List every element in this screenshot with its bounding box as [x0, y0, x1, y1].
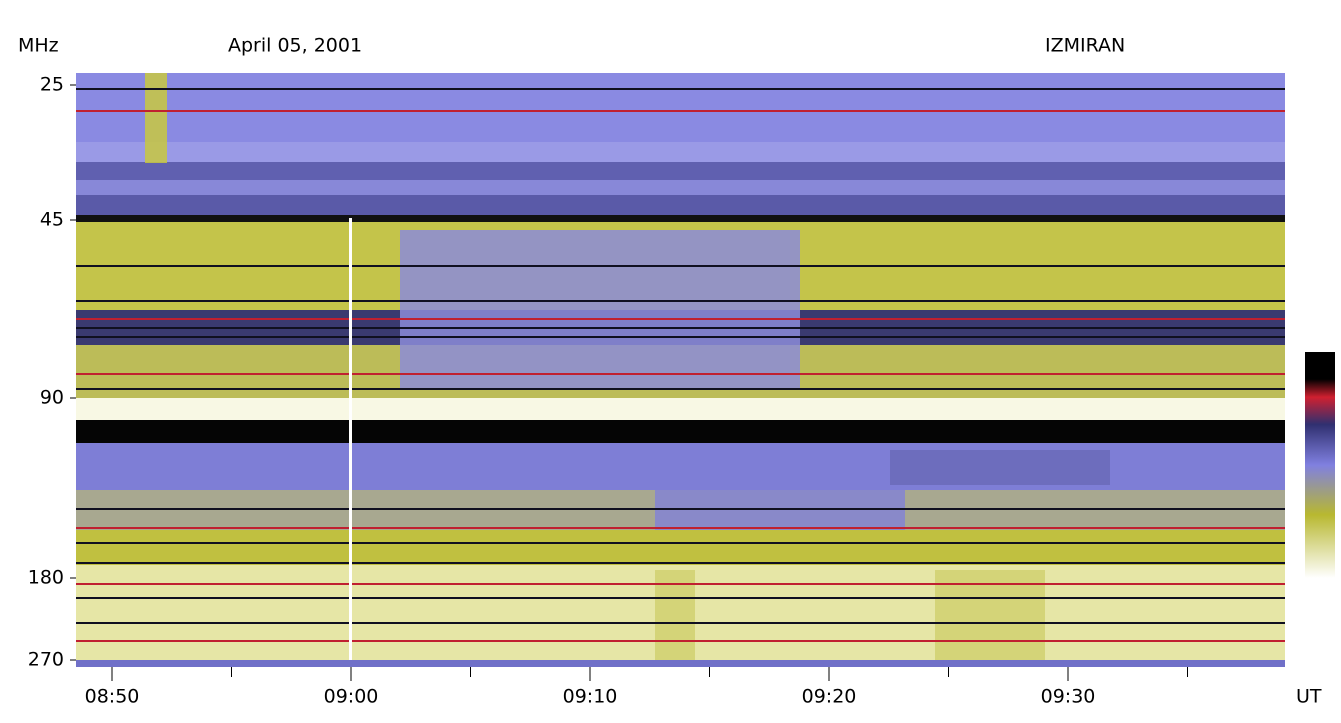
spectrum-line [76, 265, 1285, 267]
spectrum-line [349, 218, 352, 660]
spectrum-band [76, 215, 1285, 222]
spectrum-patch [400, 230, 800, 390]
color-bar [1305, 352, 1335, 578]
spectrum-band [76, 530, 1285, 565]
spectrum-line [76, 640, 1285, 642]
y-tick-label: 45 [40, 209, 64, 231]
spectrum-band [76, 420, 1285, 443]
x-tick-label: 08:50 [85, 686, 140, 708]
spectrum-line [76, 373, 1285, 375]
spectrum-line [76, 542, 1285, 544]
x-axis-label: UT [1296, 686, 1322, 708]
source-label: IZMIRAN [1045, 35, 1125, 57]
spectrum-line [76, 110, 1285, 112]
y-tick-label: 180 [28, 567, 64, 589]
spectrum-band [76, 73, 1285, 142]
spectrum-band [76, 180, 1285, 195]
spectrum-patch [145, 73, 167, 163]
spectrum-line [76, 583, 1285, 585]
spectrum-line [76, 508, 1285, 510]
chart-title: April 05, 2001 [228, 35, 362, 57]
spectrum-band [76, 162, 1285, 180]
spectrum-band [76, 660, 1285, 667]
x-tick-label: 09:20 [802, 686, 857, 708]
spectrum-line [76, 388, 1285, 390]
x-tick-label: 09:00 [324, 686, 379, 708]
spectrogram [76, 73, 1285, 667]
y-tick-label: 270 [28, 649, 64, 671]
spectrum-patch [890, 450, 1110, 485]
spectrum-line [76, 336, 1285, 338]
x-tick-label: 09:30 [1041, 686, 1096, 708]
spectrum-line [76, 300, 1285, 302]
spectrum-band [76, 195, 1285, 215]
spectrum-line [76, 327, 1285, 329]
y-tick-label: 25 [40, 74, 64, 96]
spectrum-line [76, 318, 1285, 320]
x-tick-label: 09:10 [563, 686, 618, 708]
spectrum-line [76, 622, 1285, 624]
y-tick-label: 90 [40, 387, 64, 409]
spectrum-line [76, 597, 1285, 599]
spectrum-line [76, 562, 1285, 564]
spectrum-band [76, 142, 1285, 162]
spectrum-line [76, 88, 1285, 90]
spectrum-band [76, 398, 1285, 420]
y-axis-label: MHz [18, 35, 59, 57]
spectrum-line [76, 527, 1285, 529]
